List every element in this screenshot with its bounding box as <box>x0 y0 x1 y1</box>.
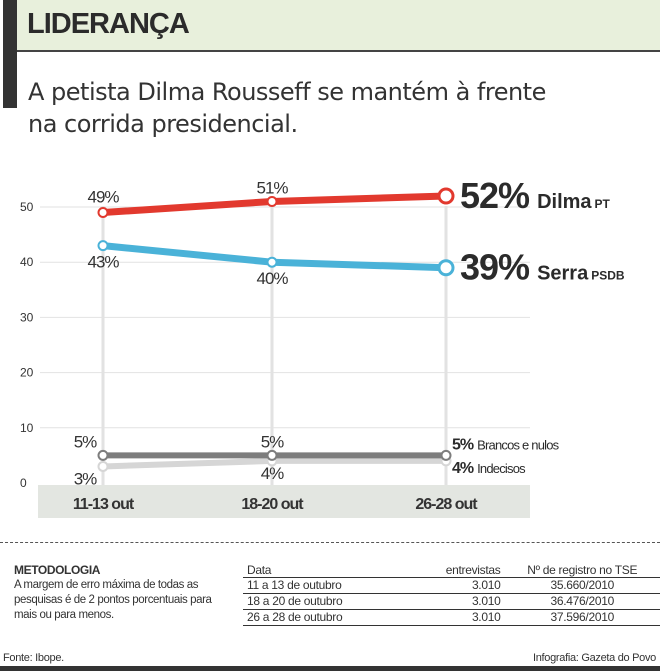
credit: Infografia: Gazeta do Povo <box>532 652 656 664</box>
methodology-title: METODOLOGIA <box>14 563 101 577</box>
data-label: 5% <box>74 432 97 451</box>
series-name: Brancos e nulos <box>477 437 560 452</box>
footer-bar <box>0 666 660 671</box>
end-value: 39% <box>460 247 530 288</box>
table-row: 26 a 28 de outubro 3.010 37.596/2010 <box>243 609 660 626</box>
x-tick-label: 18-20 out <box>241 496 304 513</box>
cell: 37.596/2010 <box>504 609 660 626</box>
subtitle-line-2: na corrida presidencial. <box>28 110 298 138</box>
party-label: PSDB <box>591 269 625 283</box>
data-point <box>97 207 109 219</box>
data-label: 49% <box>87 188 119 207</box>
cell: 3.010 <box>378 577 505 594</box>
cell: 36.476/2010 <box>504 593 660 610</box>
accent-bar <box>3 0 17 108</box>
x-axis-band <box>38 485 530 518</box>
line-chart: 0 10 20 30 40 50 11-13 out 18-20 out 26-28 out 3%… <box>20 175 625 518</box>
cell: 26 a 28 de outubro <box>243 609 379 626</box>
data-label: 51% <box>256 178 288 197</box>
end-label-dilma: 52% Dilma PT <box>460 175 611 216</box>
data-point <box>97 460 109 472</box>
end-label-brancos-e-nulos: 5% Brancos e nulos <box>452 436 560 453</box>
y-tick-label: 0 <box>20 476 27 490</box>
page-title: LIDERANÇA <box>27 8 190 40</box>
data-point <box>97 240 109 252</box>
data-point <box>440 449 452 461</box>
y-tick-label: 50 <box>20 200 34 214</box>
y-tick-label: 30 <box>20 310 34 324</box>
methodology-text: A margem de erro máxima de todas as pesq… <box>14 579 212 621</box>
data-point <box>437 259 455 277</box>
end-value: 5% <box>452 436 474 453</box>
y-tick-label: 20 <box>20 366 34 380</box>
data-label: 43% <box>87 253 119 272</box>
methodology: METODOLOGIA A margem de erro máxima de t… <box>14 563 234 623</box>
data-point <box>266 449 278 461</box>
cell: 18 a 20 de outubro <box>243 593 379 610</box>
end-label-indecisos: 4% Indecisos <box>452 460 526 477</box>
subtitle-line-1: A petista Dilma Rousseff se mantém à fre… <box>28 78 546 106</box>
col-interviews: entrevistas <box>378 563 505 578</box>
table-header: Data entrevistas Nº de registro no TSE <box>243 563 660 578</box>
series-name: Indecisos <box>477 461 526 476</box>
subtitle: A petista Dilma Rousseff se mantém à fre… <box>28 76 546 140</box>
data-label: 40% <box>256 269 288 288</box>
data-point <box>97 449 109 461</box>
cell: 3.010 <box>378 593 505 610</box>
cell: 11 a 13 de outubro <box>243 577 379 594</box>
party-label: PT <box>595 197 611 211</box>
poll-table: Data entrevistas Nº de registro no TSE 1… <box>243 563 660 626</box>
end-value: 4% <box>452 460 474 477</box>
y-tick-label: 10 <box>20 421 34 435</box>
data-point <box>437 187 455 205</box>
table-row: 18 a 20 de outubro 3.010 36.476/2010 <box>243 593 660 610</box>
divider <box>0 542 660 543</box>
series-name: Dilma <box>537 191 592 213</box>
end-value: 52% <box>460 175 530 216</box>
y-tick-label: 40 <box>20 255 34 269</box>
x-tick-label: 11-13 out <box>73 496 135 513</box>
table-row: 11 a 13 de outubro 3.010 35.660/2010 <box>243 577 660 594</box>
x-tick-label: 26-28 out <box>415 496 478 513</box>
cell: 35.660/2010 <box>504 577 660 594</box>
end-label-serra: 39% Serra PSDB <box>460 247 625 288</box>
data-point <box>266 256 278 268</box>
source: Fonte: Ibope. <box>3 652 64 664</box>
data-point <box>266 195 278 207</box>
data-label: 5% <box>261 432 284 451</box>
col-registry: Nº de registro no TSE <box>504 563 660 578</box>
series-name: Serra <box>537 263 589 285</box>
data-label: 3% <box>74 469 97 488</box>
cell: 3.010 <box>378 609 505 626</box>
header-band: LIDERANÇA <box>17 0 660 52</box>
col-date: Data <box>243 563 379 578</box>
data-label: 4% <box>261 464 284 483</box>
